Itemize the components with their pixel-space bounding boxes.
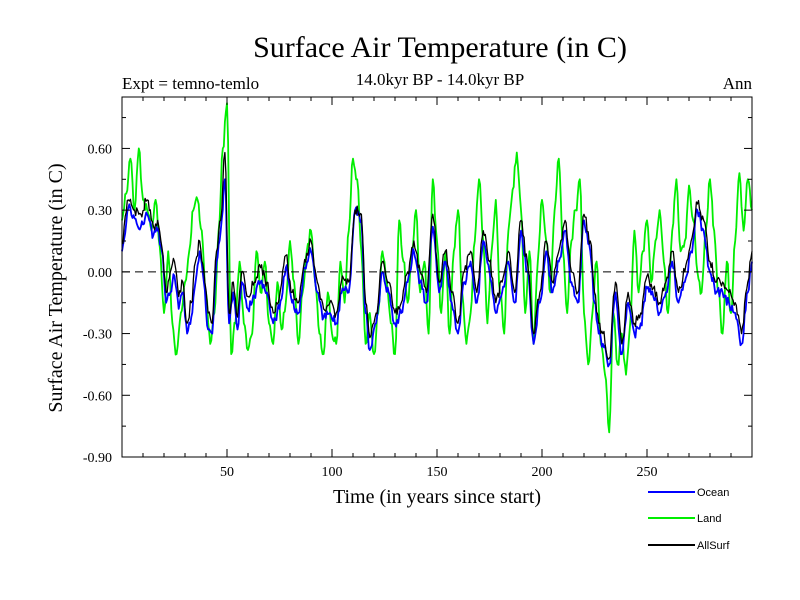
y-tick-label: 0.60	[88, 142, 113, 157]
x-axis-label: Time (in years since start)	[333, 486, 541, 508]
y-tick-label: 0.30	[88, 204, 113, 219]
series-line-allsurf	[121, 151, 753, 360]
y-tick-label: -0.60	[83, 389, 112, 404]
y-tick-label: -0.90	[83, 451, 112, 466]
x-tick-label: 50	[220, 465, 234, 480]
chart-subtitle: 14.0kyr BP - 14.0kyr BP	[356, 70, 524, 89]
legend: Ocean Land AllSurf	[648, 487, 730, 552]
x-tick-label: 100	[322, 465, 343, 480]
series-line-ocean	[121, 178, 753, 368]
y-tick-label: 0.00	[88, 266, 113, 281]
y-axis-ticks: -0.90 -0.60 -0.30 0.00 0.30 0.60	[83, 117, 752, 466]
chart-title: Surface Air Temperature (in C)	[253, 31, 627, 64]
plot-series	[121, 102, 753, 434]
y-axis-label: Surface Air Temperature (in C)	[45, 163, 67, 412]
x-tick-label: 250	[637, 465, 658, 480]
legend-label-ocean: Ocean	[697, 487, 729, 499]
y-tick-label: -0.30	[83, 328, 112, 343]
season-label: Ann	[723, 74, 753, 93]
x-tick-label: 200	[532, 465, 553, 480]
legend-label-allsurf: AllSurf	[697, 540, 730, 552]
experiment-label: Expt = temno-temlo	[122, 74, 259, 93]
x-axis-ticks: 50 100 150 200 250	[142, 97, 732, 480]
x-tick-label: 150	[427, 465, 448, 480]
legend-label-land: Land	[697, 513, 721, 525]
